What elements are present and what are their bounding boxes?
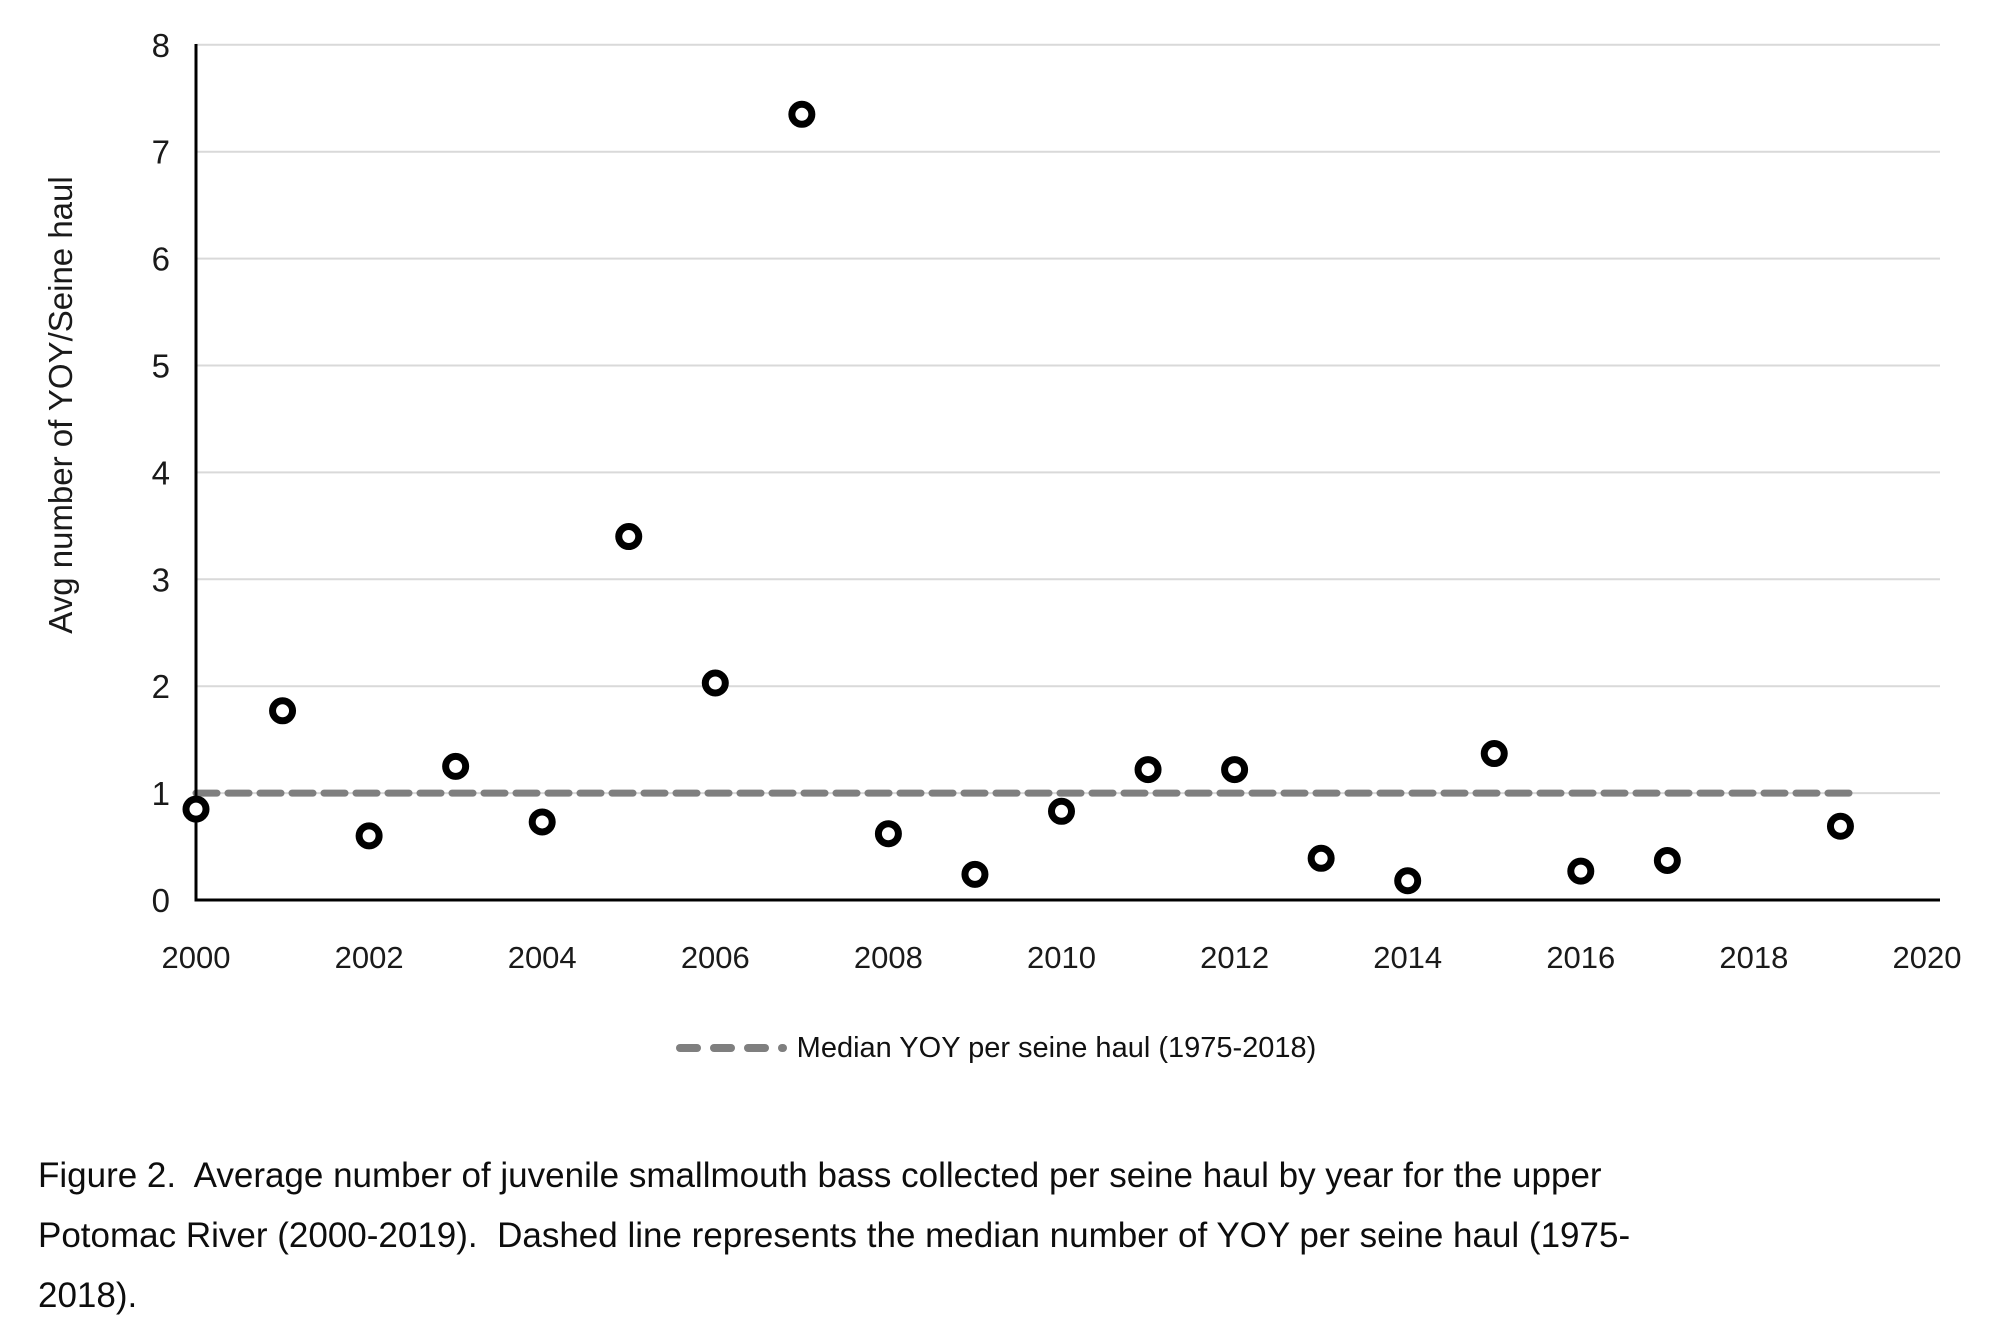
x-tick-label-2018: 2018 bbox=[1719, 940, 1788, 975]
data-point-2005 bbox=[615, 523, 643, 551]
caption-line-1: Figure 2. Average number of juvenile sma… bbox=[38, 1156, 1602, 1195]
x-tick-label-2004: 2004 bbox=[508, 940, 577, 975]
data-point-2000 bbox=[182, 795, 210, 823]
data-point-2014 bbox=[1394, 867, 1422, 895]
caption-line-3: 2018). bbox=[38, 1276, 138, 1315]
data-point-2004 bbox=[528, 808, 556, 836]
chart-legend: Median YOY per seine haul (1975-2018) bbox=[0, 1028, 1992, 1068]
data-point-2007 bbox=[788, 100, 816, 128]
x-tick-label-2008: 2008 bbox=[854, 940, 923, 975]
caption-line-2: Potomac River (2000-2019). Dashed line r… bbox=[38, 1216, 1631, 1255]
data-point-2003 bbox=[442, 752, 470, 780]
y-tick-label-1: 1 bbox=[152, 775, 170, 812]
legend-label: Median YOY per seine haul (1975-2018) bbox=[796, 1031, 1317, 1064]
x-tick-label-2016: 2016 bbox=[1546, 940, 1615, 975]
y-tick-label-5: 5 bbox=[152, 348, 170, 385]
data-point-2002 bbox=[355, 822, 383, 850]
yoy-scatter-chart: 0 1 2 3 4 5 6 7 8 2000 2002 2004 2006 2008 2010 2012 201… bbox=[42, 27, 1962, 975]
data-point-2001 bbox=[269, 697, 297, 725]
y-tick-label-0: 0 bbox=[152, 882, 170, 919]
x-tick-label-2012: 2012 bbox=[1200, 940, 1269, 975]
data-point-2013 bbox=[1307, 844, 1335, 872]
data-point-2015 bbox=[1480, 740, 1508, 768]
y-tick-label-7: 7 bbox=[152, 134, 170, 171]
data-point-2009 bbox=[961, 860, 989, 888]
x-tick-label-2006: 2006 bbox=[681, 940, 750, 975]
x-tick-label-2010: 2010 bbox=[1027, 940, 1096, 975]
figure-caption: Figure 2. Average number of juvenile sma… bbox=[38, 1146, 1962, 1326]
y-tick-label-3: 3 bbox=[152, 561, 170, 598]
data-point-2008 bbox=[874, 820, 902, 848]
data-point-2006 bbox=[701, 669, 729, 697]
y-tick-label-6: 6 bbox=[152, 241, 170, 278]
y-tick-label-4: 4 bbox=[152, 454, 170, 491]
data-point-2019 bbox=[1826, 812, 1854, 840]
legend-dash-icon bbox=[743, 1044, 769, 1052]
data-point-2011 bbox=[1134, 756, 1162, 784]
y-tick-label-8: 8 bbox=[152, 27, 170, 64]
x-tick-label-2020: 2020 bbox=[1893, 940, 1962, 975]
data-point-2012 bbox=[1221, 756, 1249, 784]
legend-dash-icon bbox=[675, 1044, 701, 1052]
x-tick-label-2000: 2000 bbox=[162, 940, 231, 975]
x-tick-label-2014: 2014 bbox=[1373, 940, 1442, 975]
median-dashed-line-swatch bbox=[675, 1044, 787, 1052]
x-tick-label-2002: 2002 bbox=[335, 940, 404, 975]
y-tick-label-2: 2 bbox=[152, 668, 170, 705]
legend-dot-icon bbox=[777, 1044, 787, 1052]
data-point-2017 bbox=[1653, 846, 1681, 874]
plot-area: 0 1 2 3 4 5 6 7 8 2000 2002 2004 2006 2008 2010 2012 201… bbox=[42, 27, 1962, 975]
y-axis-title: Avg number of YOY/Seine haul bbox=[42, 176, 79, 633]
data-point-2016 bbox=[1567, 857, 1595, 885]
data-point-2010 bbox=[1048, 797, 1075, 825]
legend-dash-icon bbox=[709, 1044, 735, 1052]
